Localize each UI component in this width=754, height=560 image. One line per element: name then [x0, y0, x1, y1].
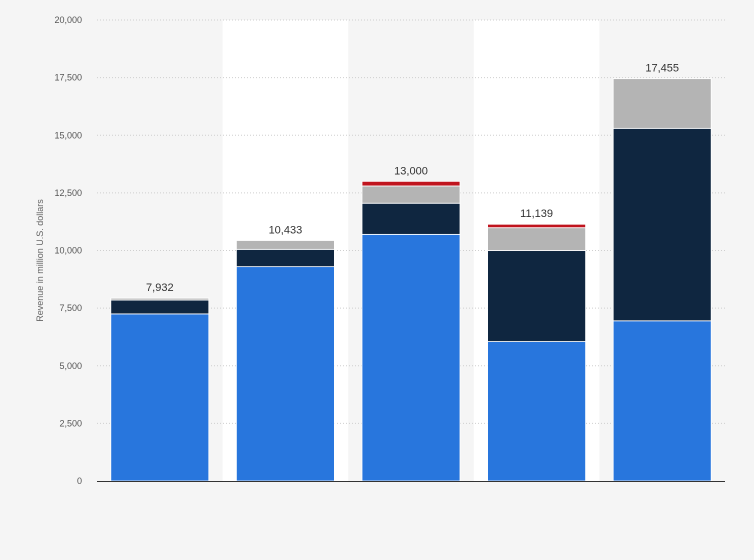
y-tick-label: 10,000: [54, 246, 82, 256]
bar-segment: [487, 341, 587, 482]
bar-segment: [361, 202, 461, 235]
bar-segment: [612, 78, 712, 129]
bar-segment: [235, 266, 335, 482]
y-tick-label: 5,000: [59, 361, 82, 371]
bar-total-label: 13,000: [394, 165, 428, 177]
bar-total-label: 7,932: [146, 282, 174, 294]
y-tick-label: 0: [77, 476, 82, 486]
bar-segment: [235, 248, 335, 268]
y-tick-label: 12,500: [54, 188, 82, 198]
bar-total-label: 10,433: [269, 225, 303, 237]
bar-segment: [235, 240, 335, 250]
bar-segment: [361, 233, 461, 482]
bar-segment: [487, 250, 587, 342]
y-tick-label: 15,000: [54, 130, 82, 140]
bar-total-label: 17,455: [645, 63, 679, 75]
bar-segment: [487, 223, 587, 229]
bars: [110, 78, 712, 482]
bar-segment: [110, 299, 210, 315]
y-tick-label: 20,000: [54, 15, 82, 25]
total-labels: 7,932 10,433 13,000 11,139 17,455: [146, 63, 679, 295]
bar-segment: [110, 297, 210, 301]
bar-segment: [361, 180, 461, 187]
bar-total-label: 11,139: [520, 208, 553, 220]
y-tick-label: 2,500: [59, 418, 82, 428]
y-axis-label: Revenue in million U.S. dollars: [35, 199, 45, 322]
y-axis-ticks: 0 2,500 5,000 7,500 10,000 12,500 15,000 17,500…: [54, 15, 82, 486]
bar-segment: [110, 313, 210, 482]
y-tick-label: 7,500: [59, 303, 82, 313]
bar-segment: [487, 227, 587, 251]
bar-segment: [361, 185, 461, 204]
bar-segment: [612, 320, 712, 482]
y-tick-label: 17,500: [54, 73, 82, 83]
bar-segment: [612, 127, 712, 322]
